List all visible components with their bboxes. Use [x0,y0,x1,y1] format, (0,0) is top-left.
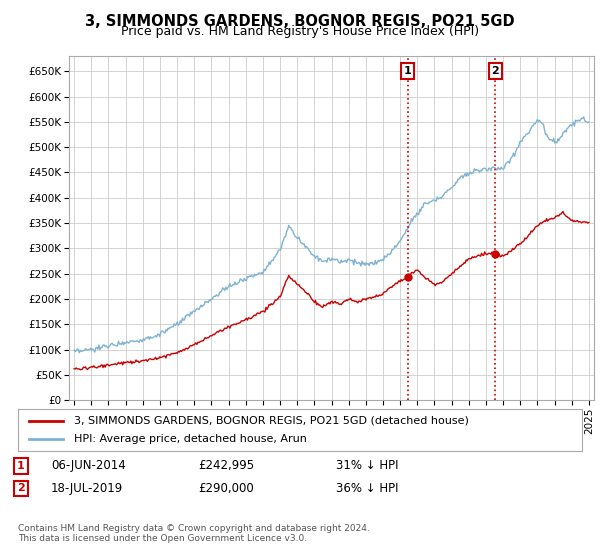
Text: Contains HM Land Registry data © Crown copyright and database right 2024.
This d: Contains HM Land Registry data © Crown c… [18,524,370,543]
Text: 3, SIMMONDS GARDENS, BOGNOR REGIS, PO21 5GD (detached house): 3, SIMMONDS GARDENS, BOGNOR REGIS, PO21 … [74,416,469,426]
Text: 2: 2 [491,66,499,76]
Text: 36% ↓ HPI: 36% ↓ HPI [336,482,398,495]
Text: Price paid vs. HM Land Registry's House Price Index (HPI): Price paid vs. HM Land Registry's House … [121,25,479,38]
Text: 1: 1 [17,461,25,471]
Text: 3, SIMMONDS GARDENS, BOGNOR REGIS, PO21 5GD: 3, SIMMONDS GARDENS, BOGNOR REGIS, PO21 … [85,14,515,29]
Text: 06-JUN-2014: 06-JUN-2014 [51,459,126,473]
Text: HPI: Average price, detached house, Arun: HPI: Average price, detached house, Arun [74,434,307,444]
Text: 31% ↓ HPI: 31% ↓ HPI [336,459,398,473]
Text: 2: 2 [17,483,25,493]
Text: £242,995: £242,995 [198,459,254,473]
Text: 18-JUL-2019: 18-JUL-2019 [51,482,123,495]
Text: £290,000: £290,000 [198,482,254,495]
Text: 1: 1 [404,66,412,76]
